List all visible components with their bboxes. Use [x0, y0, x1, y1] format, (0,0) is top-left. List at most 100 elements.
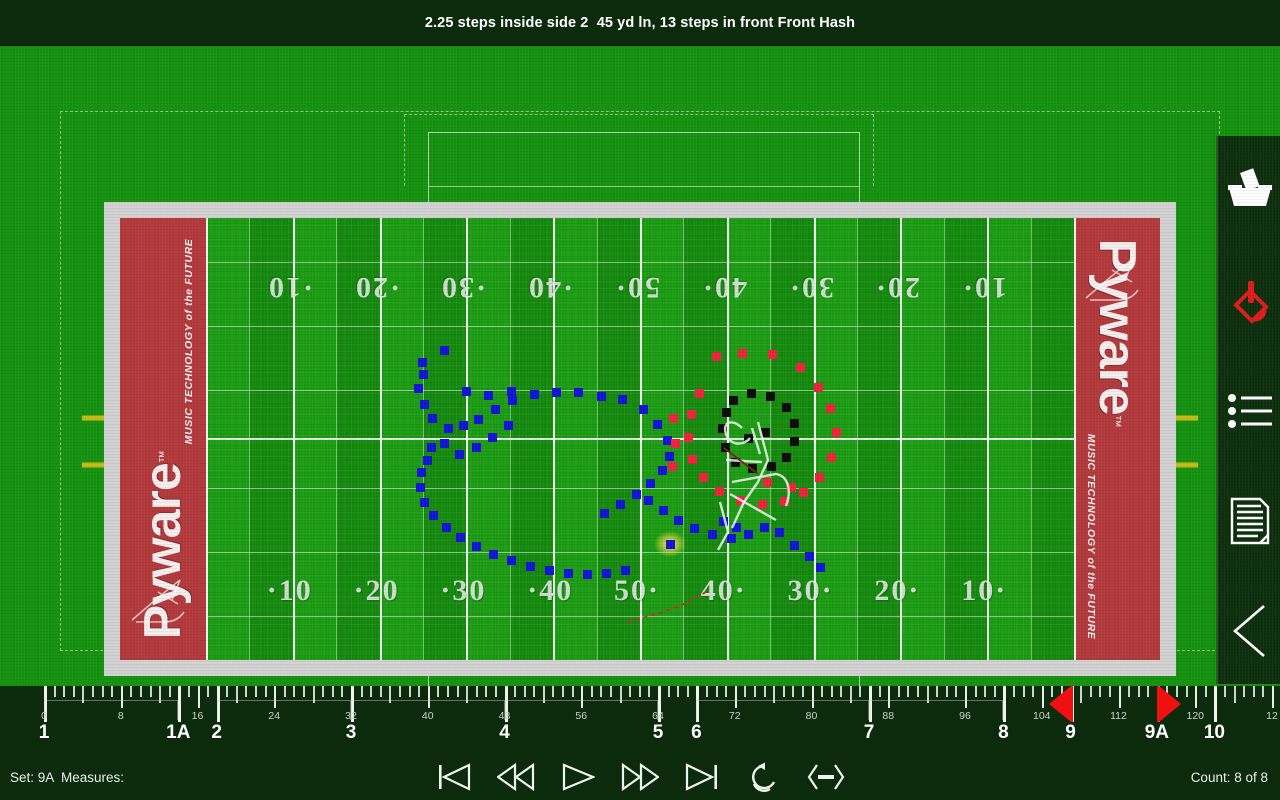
set-marker-line[interactable]: [696, 686, 700, 722]
timeline-ruler[interactable]: 0 8 16 24 32 40 48 56 64 72 80 88 96 104 112 120 12 1 1A 2 3…: [0, 686, 1280, 754]
performer-dot[interactable]: [483, 390, 493, 400]
performer-dot[interactable]: [487, 432, 497, 442]
skip-to-end-button[interactable]: [680, 760, 724, 794]
performer-dot[interactable]: [488, 549, 498, 559]
performer-dot[interactable]: [743, 529, 753, 539]
set-marker-line[interactable]: [658, 686, 661, 722]
performer-dot[interactable]: [471, 541, 481, 551]
performer-dot[interactable]: [419, 497, 429, 507]
playhead-flag[interactable]: [1158, 686, 1181, 722]
fast-forward-icon[interactable]: [621, 763, 659, 791]
field-playing-surface[interactable]: Pyware ™ MUSIC TECHNOLOGY of the FUTURE P…: [120, 218, 1160, 660]
field-stage[interactable]: Pyware ™ MUSIC TECHNOLOGY of the FUTURE P…: [0, 46, 1280, 686]
performer-dot[interactable]: [415, 482, 425, 492]
performer-dot[interactable]: [714, 486, 724, 496]
loop-button[interactable]: [742, 760, 786, 794]
performer-dot[interactable]: [638, 404, 648, 414]
performer-dot[interactable]: [582, 569, 592, 579]
performer-dot[interactable]: [652, 419, 662, 429]
performer-dot[interactable]: [731, 522, 741, 532]
performer-dot[interactable]: [774, 527, 784, 537]
performer-dot-layer[interactable]: [120, 218, 1160, 660]
performer-dot[interactable]: [643, 495, 653, 505]
set-marker-line[interactable]: [1003, 686, 1007, 722]
performer-dot[interactable]: [506, 386, 516, 396]
performer-dot[interactable]: [698, 472, 708, 482]
skip-to-end-icon[interactable]: [684, 763, 720, 791]
performer-dot[interactable]: [503, 420, 513, 430]
set-label[interactable]: 9A: [1144, 722, 1170, 743]
file-basket-icon[interactable]: [1226, 168, 1274, 214]
set-label[interactable]: 3: [345, 722, 357, 743]
set-label[interactable]: 4: [499, 722, 510, 743]
playhead-flag[interactable]: [1048, 686, 1071, 722]
performer-dot[interactable]: [673, 515, 683, 525]
performer-dot[interactable]: [617, 394, 627, 404]
performer-dot[interactable]: [455, 532, 465, 542]
tool-back[interactable]: [1218, 576, 1280, 686]
tool-paint-pour[interactable]: [1218, 246, 1280, 356]
performer-dot[interactable]: [645, 478, 655, 488]
performer-dot[interactable]: [813, 382, 823, 392]
performer-dot[interactable]: [779, 496, 789, 506]
performer-dot[interactable]: [686, 409, 696, 419]
performer-dot[interactable]: [786, 482, 796, 492]
performer-dot[interactable]: [551, 387, 561, 397]
performer-dot[interactable]: [815, 562, 825, 572]
tick-marks[interactable]: [0, 686, 1280, 722]
performer-dot[interactable]: [759, 522, 769, 532]
performer-dot[interactable]: [757, 499, 767, 509]
set-label[interactable]: 10: [1203, 722, 1226, 743]
football-field[interactable]: Pyware ™ MUSIC TECHNOLOGY of the FUTURE P…: [104, 202, 1176, 676]
performer-dot[interactable]: [563, 568, 573, 578]
tool-list[interactable]: [1218, 356, 1280, 466]
performer-dot[interactable]: [728, 395, 738, 405]
performer-dot[interactable]: [596, 391, 606, 401]
set-marker-line[interactable]: [44, 686, 47, 722]
set-label[interactable]: 9: [1065, 722, 1076, 743]
set-label[interactable]: 6: [691, 722, 702, 743]
performer-dot[interactable]: [507, 395, 517, 405]
performer-dot[interactable]: [687, 454, 697, 464]
set-marker-line[interactable]: [178, 686, 182, 722]
tool-rail[interactable]: [1216, 136, 1280, 684]
paint-pour-icon[interactable]: [1226, 277, 1274, 325]
performer-dot[interactable]: [694, 388, 704, 398]
performer-dot[interactable]: [762, 477, 772, 487]
rewind-icon[interactable]: [497, 763, 535, 791]
performer-dot[interactable]: [804, 551, 814, 561]
performer-dot[interactable]: [798, 487, 808, 497]
skip-to-start-button[interactable]: [432, 760, 476, 794]
set-marker-line[interactable]: [504, 686, 508, 722]
performer-dot[interactable]: [461, 386, 471, 396]
performer-dot[interactable]: [707, 529, 717, 539]
performer-dot[interactable]: [767, 349, 777, 359]
performer-dot[interactable]: [657, 465, 667, 475]
performer-dot[interactable]: [601, 568, 611, 578]
rewind-button[interactable]: [494, 760, 538, 794]
performer-dot[interactable]: [458, 420, 468, 430]
performer-dot[interactable]: [689, 523, 699, 533]
performer-dot[interactable]: [417, 357, 427, 367]
fit-range-icon[interactable]: [807, 763, 845, 791]
performer-dot[interactable]: [670, 438, 680, 448]
performer-dot[interactable]: [765, 391, 775, 401]
performer-dot[interactable]: [730, 457, 740, 467]
performer-dot[interactable]: [789, 540, 799, 550]
set-label[interactable]: 1: [38, 722, 50, 743]
performer-dot[interactable]: [781, 402, 791, 412]
performer-dot[interactable]: [454, 449, 464, 459]
performer-dot[interactable]: [439, 345, 449, 355]
performer-dot[interactable]: [683, 432, 693, 442]
set-marker-line[interactable]: [869, 686, 873, 722]
set-label[interactable]: 1A: [166, 722, 191, 743]
performer-dot[interactable]: [473, 414, 483, 424]
tool-file-basket[interactable]: [1218, 136, 1280, 246]
performer-dot[interactable]: [814, 472, 824, 482]
performer-dot[interactable]: [441, 522, 451, 532]
performer-dot[interactable]: [718, 516, 728, 526]
set-marker-line[interactable]: [216, 686, 220, 722]
performer-dot[interactable]: [789, 418, 799, 428]
performer-dot[interactable]: [426, 442, 436, 452]
performer-dot[interactable]: [789, 436, 799, 446]
